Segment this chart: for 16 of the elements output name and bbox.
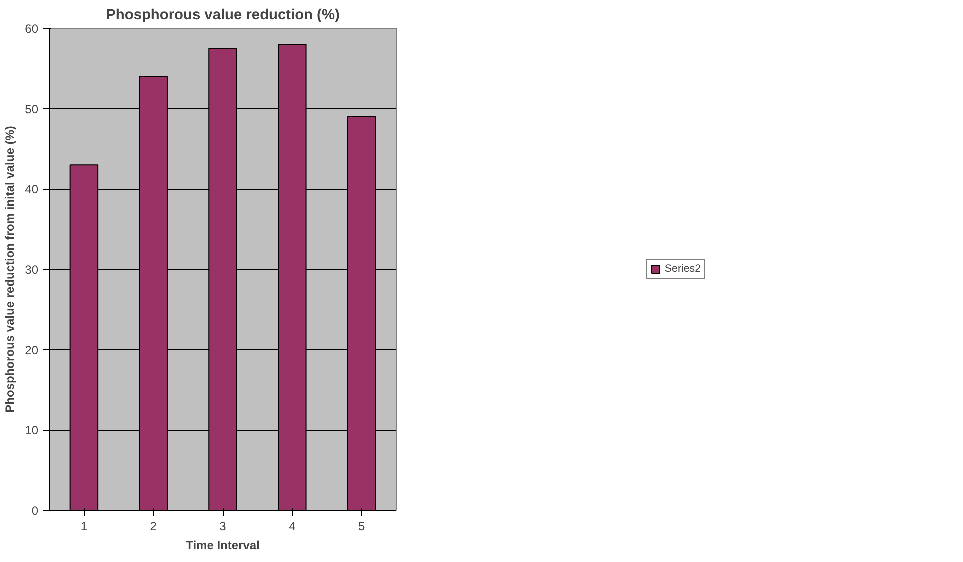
legend-label: Series2 [664, 263, 702, 275]
x-tick-label: 4 [289, 520, 296, 534]
x-tick-label: 5 [358, 520, 366, 534]
x-tick-label: 2 [150, 520, 158, 534]
x-tick-label: 1 [80, 520, 88, 534]
x-tick-label: 3 [220, 520, 227, 534]
y-axis-title: Phosphorous value reduction from inital value (%) [3, 126, 18, 413]
y-tick-label: 20 [25, 343, 39, 358]
y-tick-label: 10 [25, 424, 39, 438]
x-axis-title: Time Interval [186, 538, 260, 552]
y-tick-label: 60 [25, 22, 39, 36]
y-tick-label: 30 [25, 263, 39, 277]
y-tick-label: 0 [32, 504, 39, 518]
y-tick-label: 50 [25, 102, 39, 116]
y-tick-label: 40 [25, 182, 39, 197]
chart-title: Phosphorous value reduction (%) [106, 8, 340, 24]
